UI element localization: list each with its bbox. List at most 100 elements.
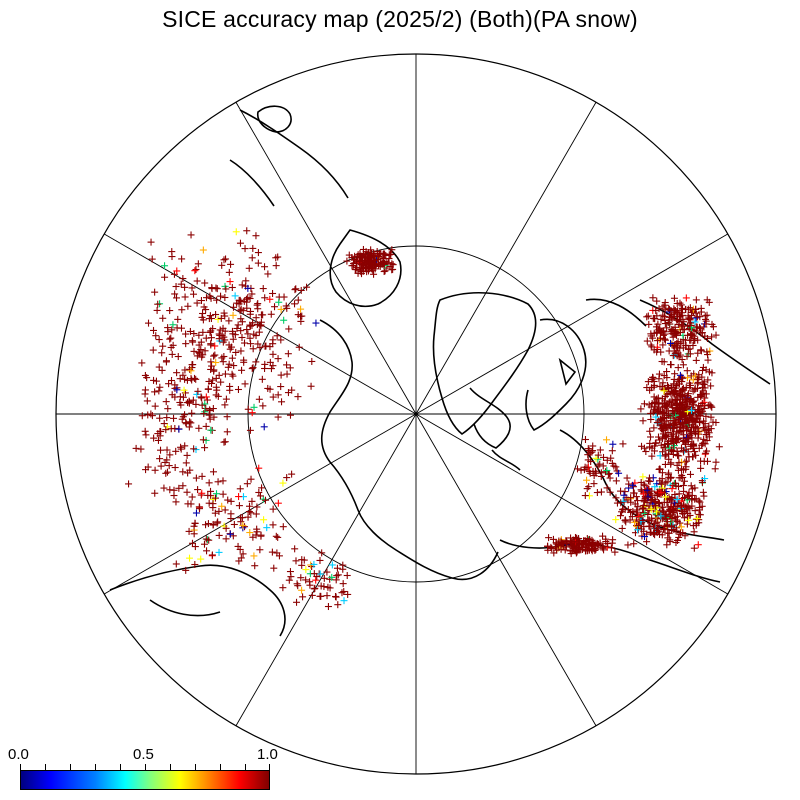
accuracy-marker <box>181 375 189 383</box>
accuracy-marker <box>150 434 158 442</box>
accuracy-marker <box>312 319 320 327</box>
accuracy-marker <box>679 482 687 490</box>
accuracy-marker <box>697 346 705 354</box>
accuracy-marker <box>618 524 626 532</box>
accuracy-marker <box>148 412 156 420</box>
accuracy-marker <box>287 573 295 581</box>
accuracy-marker <box>689 376 697 384</box>
accuracy-marker <box>682 397 690 405</box>
accuracy-marker <box>581 492 589 500</box>
accuracy-marker <box>195 341 203 349</box>
accuracy-marker <box>198 401 206 409</box>
accuracy-marker <box>177 280 185 288</box>
accuracy-marker <box>308 357 316 365</box>
accuracy-marker <box>244 284 252 292</box>
accuracy-marker <box>583 485 591 493</box>
accuracy-marker <box>190 290 198 298</box>
accuracy-marker <box>692 296 700 304</box>
accuracy-marker <box>664 440 672 448</box>
accuracy-marker <box>688 406 696 414</box>
accuracy-marker <box>359 267 367 275</box>
accuracy-marker <box>284 350 292 358</box>
accuracy-marker <box>190 445 198 453</box>
accuracy-marker <box>164 405 172 413</box>
accuracy-marker <box>168 377 176 385</box>
accuracy-marker <box>159 342 167 350</box>
accuracy-marker <box>193 390 201 398</box>
accuracy-marker <box>691 318 699 326</box>
accuracy-marker <box>673 300 681 308</box>
accuracy-marker <box>639 505 647 513</box>
accuracy-marker <box>298 312 306 320</box>
accuracy-marker <box>215 548 223 556</box>
accuracy-marker <box>662 493 670 501</box>
accuracy-marker <box>217 314 225 322</box>
coastline-north-america <box>559 299 771 541</box>
accuracy-marker <box>669 352 677 360</box>
accuracy-marker <box>267 310 275 318</box>
accuracy-marker <box>639 516 647 524</box>
accuracy-marker <box>612 494 620 502</box>
accuracy-marker <box>215 335 223 343</box>
accuracy-marker <box>269 521 277 529</box>
accuracy-marker <box>222 285 230 293</box>
accuracy-marker <box>677 410 685 418</box>
accuracy-marker <box>550 549 558 557</box>
accuracy-marker <box>271 303 279 311</box>
accuracy-marker <box>678 507 686 515</box>
accuracy-marker <box>672 381 680 389</box>
accuracy-marker <box>144 411 152 419</box>
accuracy-marker <box>193 299 201 307</box>
accuracy-marker <box>682 437 690 445</box>
accuracy-marker <box>561 546 569 554</box>
accuracy-marker <box>324 603 332 611</box>
accuracy-marker <box>661 317 669 325</box>
accuracy-marker <box>672 482 680 490</box>
accuracy-marker <box>634 497 642 505</box>
accuracy-marker <box>673 400 681 408</box>
accuracy-marker <box>202 306 210 314</box>
accuracy-marker <box>220 256 228 264</box>
accuracy-marker <box>583 535 591 543</box>
accuracy-marker <box>244 405 252 413</box>
accuracy-marker <box>199 328 207 336</box>
accuracy-marker <box>282 302 290 310</box>
accuracy-marker <box>357 253 365 261</box>
accuracy-marker <box>668 514 676 522</box>
accuracy-marker <box>191 519 199 527</box>
accuracy-marker <box>584 541 592 549</box>
accuracy-marker <box>596 460 604 468</box>
accuracy-marker <box>261 496 269 504</box>
accuracy-marker <box>701 312 709 320</box>
accuracy-marker <box>600 546 608 554</box>
accuracy-marker <box>153 306 161 314</box>
accuracy-marker <box>214 518 222 526</box>
accuracy-marker <box>152 332 160 340</box>
accuracy-marker <box>238 366 246 374</box>
accuracy-marker <box>203 547 211 555</box>
accuracy-marker <box>162 469 170 477</box>
accuracy-marker <box>573 465 581 473</box>
accuracy-marker <box>238 281 246 289</box>
accuracy-marker <box>687 482 695 490</box>
accuracy-marker <box>186 466 194 474</box>
accuracy-marker <box>657 489 665 497</box>
accuracy-marker <box>698 478 706 486</box>
accuracy-marker <box>223 428 231 436</box>
accuracy-marker <box>625 480 633 488</box>
colorbar-tick <box>45 764 46 770</box>
accuracy-marker <box>675 490 683 498</box>
accuracy-marker <box>214 392 222 400</box>
accuracy-marker <box>288 470 296 478</box>
accuracy-marker <box>677 395 685 403</box>
accuracy-marker <box>294 582 302 590</box>
accuracy-marker <box>161 262 169 270</box>
accuracy-marker <box>228 283 236 291</box>
accuracy-marker <box>609 536 617 544</box>
accuracy-marker <box>657 480 665 488</box>
accuracy-marker <box>185 397 193 405</box>
accuracy-marker <box>233 324 241 332</box>
accuracy-marker <box>688 331 696 339</box>
accuracy-marker <box>183 451 191 459</box>
accuracy-marker <box>199 436 207 444</box>
